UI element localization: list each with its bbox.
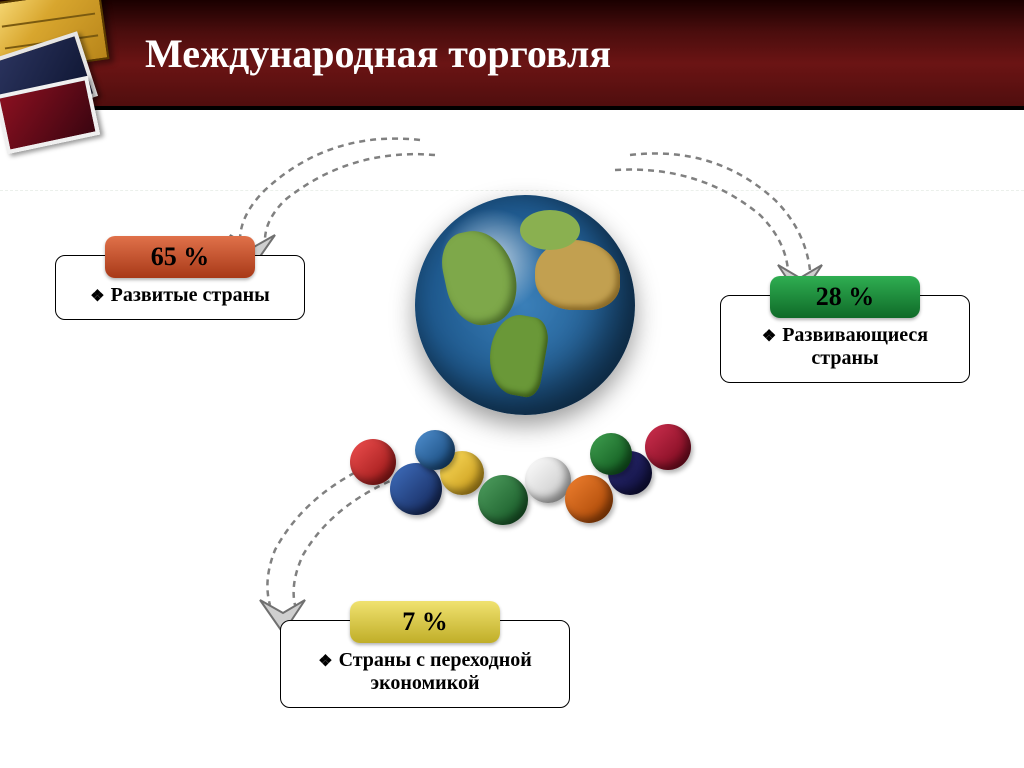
corner-decoration (0, 0, 140, 150)
group-label-developing: ❖Развивающиеся страны (735, 324, 955, 370)
bullet-icon: ❖ (318, 653, 332, 670)
group-box-developed: 65 % ❖Развитые страны (55, 255, 305, 320)
percent-badge-developed: 65 % (105, 236, 255, 278)
flag-balls (340, 415, 710, 525)
group-label-developed: ❖Развитые страны (70, 284, 290, 307)
bullet-icon: ❖ (762, 328, 776, 345)
percent-badge-transition: 7 % (350, 601, 500, 643)
globe-icon (415, 195, 635, 415)
slide-header: Международная торговля (0, 0, 1024, 110)
slide-title: Международная торговля (145, 30, 611, 77)
globe-graphic (365, 195, 685, 515)
group-label-transition: ❖Страны с переходной экономикой (295, 649, 555, 695)
group-box-transition: 7 % ❖Страны с переходной экономикой (280, 620, 570, 708)
divider-line (0, 190, 1024, 191)
percent-badge-developing: 28 % (770, 276, 920, 318)
bullet-icon: ❖ (90, 288, 104, 305)
group-box-developing: 28 % ❖Развивающиеся страны (720, 295, 970, 383)
